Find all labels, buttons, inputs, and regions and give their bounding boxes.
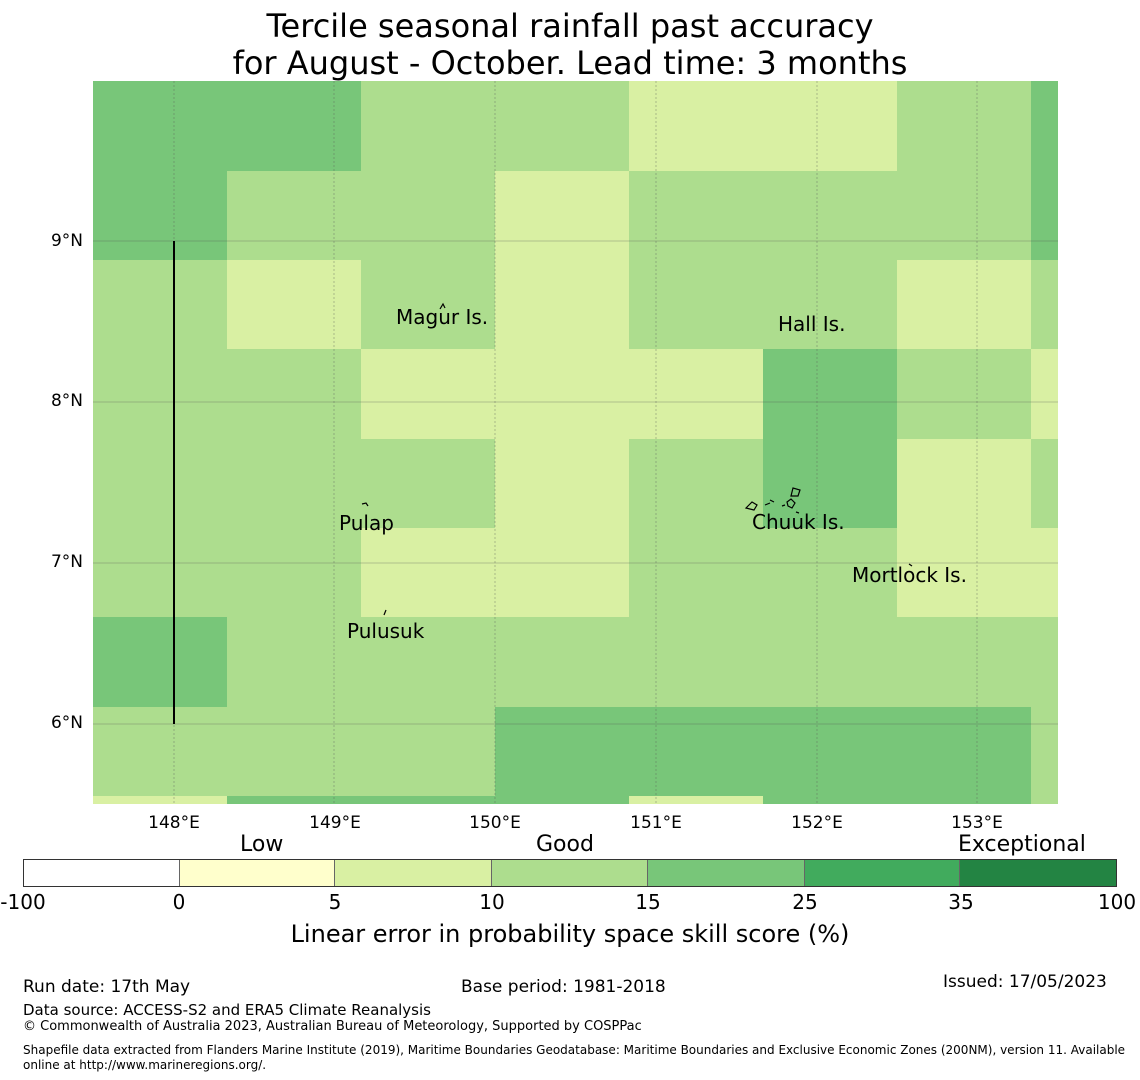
lon-label-151e: 151°E <box>630 813 682 833</box>
island-label-mortlock: Mortlock Is. <box>852 563 967 587</box>
skill-cell-8 <box>629 171 1031 260</box>
skill-cell-0 <box>93 81 361 171</box>
colorbar-tick-25: 25 <box>792 890 818 914</box>
skill-cell-16 <box>1031 260 1058 349</box>
skill-cell-29 <box>93 528 361 617</box>
pulusuk-island-outline <box>383 609 387 616</box>
skill-cell-41 <box>629 796 763 804</box>
skill-cell-24 <box>495 439 629 528</box>
skill-cell-39 <box>227 796 495 804</box>
island-label-hall: Hall Is. <box>778 312 846 336</box>
colorbar-segment-15-25 <box>647 860 805 886</box>
skill-cell-12 <box>361 260 495 349</box>
lat-label-8n: 8°N <box>50 391 83 411</box>
skill-cell-33 <box>93 617 227 707</box>
skill-cell-4 <box>1031 81 1058 171</box>
skill-cell-32 <box>897 528 1058 617</box>
category-exceptional: Exceptional <box>958 832 1086 857</box>
skill-cell-27 <box>897 439 1031 528</box>
lon-label-150e: 150°E <box>469 813 521 833</box>
skill-cell-7 <box>495 171 629 260</box>
map-title-line-1: Tercile seasonal rainfall past accuracy <box>266 7 874 45</box>
skill-cell-21 <box>1031 349 1058 439</box>
chuuk-island-outline <box>744 487 801 514</box>
category-low: Low <box>240 832 284 857</box>
data-source: Data source: ACCESS-S2 and ERA5 Climate … <box>23 1001 431 1019</box>
skill-cell-10 <box>93 260 227 349</box>
colorbar-segment-35-100 <box>960 860 1117 886</box>
category-good: Good <box>536 832 594 857</box>
skill-cell-13 <box>495 260 629 349</box>
island-label-pulap: Pulap <box>339 511 394 535</box>
mortlock-island-outline <box>908 563 913 567</box>
skill-score-map <box>93 81 1058 804</box>
colorbar-tick-35: 35 <box>948 890 974 914</box>
colorbar-segment-5-10 <box>335 860 493 886</box>
skill-cell-26 <box>763 439 897 528</box>
skill-cell-17 <box>93 349 361 439</box>
skill-cell-43 <box>1031 796 1058 804</box>
skill-cell-11 <box>227 260 361 349</box>
colorbar <box>23 859 1117 887</box>
colorbar-tick-neg100: -100 <box>0 890 46 914</box>
skill-cell-28 <box>1031 439 1058 528</box>
colorbar-label: Linear error in probability space skill … <box>290 920 850 948</box>
lon-label-149e: 149°E <box>309 813 361 833</box>
island-outlines <box>361 302 913 616</box>
skill-cell-35 <box>93 707 495 796</box>
lon-label-153e: 153°E <box>951 813 1003 833</box>
skill-cell-18 <box>361 349 763 439</box>
lon-label-152e: 152°E <box>791 813 843 833</box>
skill-cell-5 <box>93 171 227 260</box>
skill-cell-9 <box>1031 171 1058 260</box>
lat-label-7n: 7°N <box>50 552 83 572</box>
skill-cell-2 <box>629 81 897 171</box>
issued-date: Issued: 17/05/2023 <box>943 972 1107 992</box>
run-date: Run date: 17th May <box>23 977 191 997</box>
skill-cell-20 <box>897 349 1031 439</box>
skill-cell-19 <box>763 349 897 439</box>
copyright-notice: © Commonwealth of Australia 2023, Austra… <box>23 1019 642 1034</box>
skill-cell-14 <box>629 260 897 349</box>
skill-cell-15 <box>897 260 1031 349</box>
colorbar-tick-100: 100 <box>1097 890 1137 914</box>
magur-island-outline <box>439 302 446 310</box>
colorbar-segment-0-5 <box>179 860 336 886</box>
island-label-pulusuk: Pulusuk <box>347 619 425 643</box>
colorbar-segment-25-35 <box>804 860 961 886</box>
skill-cell-23 <box>361 439 495 528</box>
shapefile-credit-line-1: Shapefile data extracted from Flanders M… <box>23 1043 1126 1057</box>
skill-cell-42 <box>763 796 1031 804</box>
skill-cell-36 <box>495 707 1031 796</box>
shapefile-credit-line-2: online at http://www.marineregions.org/. <box>23 1058 267 1072</box>
base-period: Base period: 1981-2018 <box>461 977 666 997</box>
colorbar-segment-10-15 <box>492 860 648 886</box>
lat-label-9n: 9°N <box>50 231 83 251</box>
skill-cell-22 <box>93 439 361 528</box>
map-title-line-2: for August - October. Lead time: 3 month… <box>232 44 908 82</box>
skill-cell-37 <box>1031 707 1058 796</box>
colorbar-segment-neg100-0 <box>24 860 180 886</box>
colorbar-tick-0: 0 <box>172 890 186 914</box>
skill-cell-38 <box>93 796 227 804</box>
island-label-chuuk: Chuuk Is. <box>752 510 845 534</box>
pulap-island-outline <box>361 502 369 507</box>
colorbar-tick-5: 5 <box>328 890 342 914</box>
skill-cell-6 <box>227 171 495 260</box>
skill-cell-25 <box>629 439 763 528</box>
skill-cell-40 <box>495 796 629 804</box>
skill-cell-3 <box>897 81 1031 171</box>
skill-cell-31 <box>629 528 897 617</box>
lon-label-148e: 148°E <box>148 813 200 833</box>
lat-label-6n: 6°N <box>50 713 83 733</box>
colorbar-tick-15: 15 <box>635 890 661 914</box>
island-label-magur: Magur Is. <box>396 305 489 329</box>
skill-grid-cells <box>93 81 1058 804</box>
colorbar-tick-10: 10 <box>479 890 505 914</box>
skill-cell-34 <box>227 617 1058 707</box>
